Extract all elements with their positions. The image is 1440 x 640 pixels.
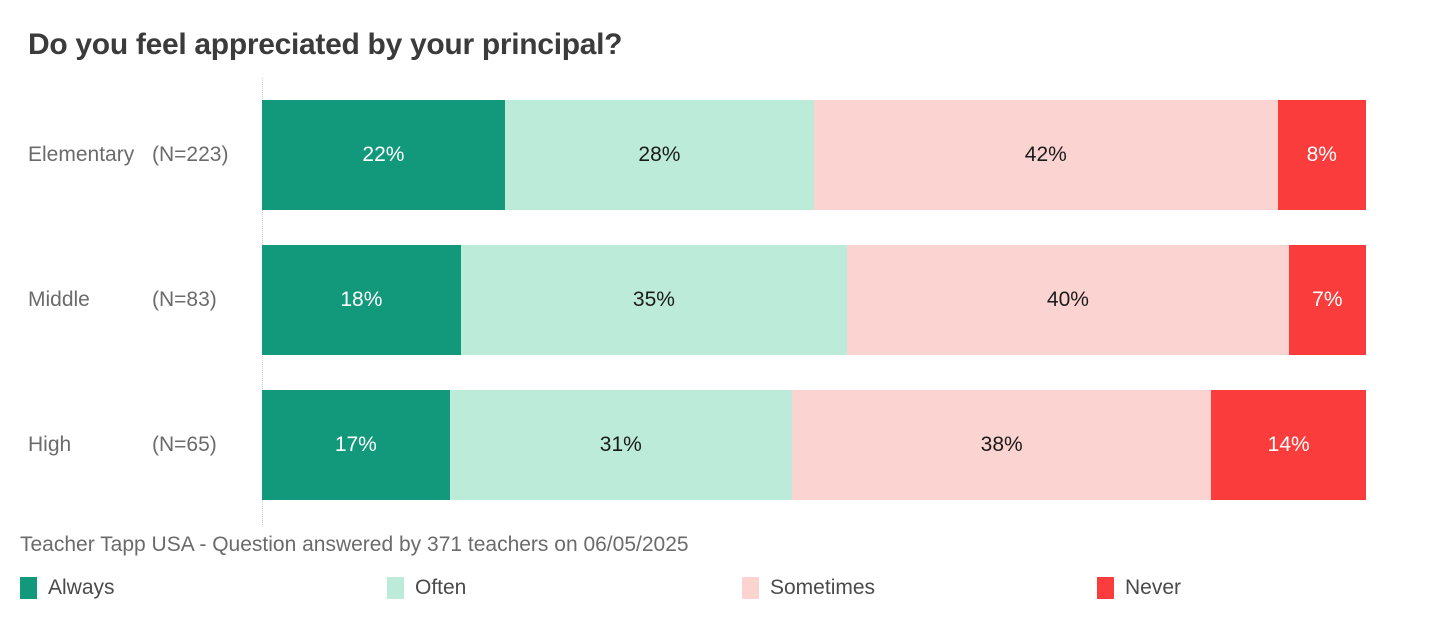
- bar-segment-often: 31%: [449, 390, 792, 500]
- category-label: Middle: [28, 288, 90, 311]
- legend-swatch-never: [1097, 577, 1114, 599]
- legend-swatch-always: [20, 577, 37, 599]
- bar-row-middle: Middle (N=83) 18% 35% 40% 7%: [0, 245, 1440, 355]
- bar-segment-never: 7%: [1288, 245, 1366, 355]
- category-label: Elementary: [28, 143, 135, 166]
- bar-segment-sometimes: 42%: [813, 100, 1278, 210]
- category-label: High: [28, 433, 72, 456]
- bar-segment-sometimes: 40%: [847, 245, 1289, 355]
- bar-segment-never: 14%: [1211, 390, 1366, 500]
- legend-item-always: Always: [20, 576, 115, 600]
- bar-row-high: High (N=65) 17% 31% 38% 14%: [0, 390, 1440, 500]
- legend: Always Often Sometimes Never: [0, 576, 1440, 606]
- category-count: (N=83): [152, 288, 217, 311]
- bar-segment-often: 28%: [504, 100, 814, 210]
- legend-item-sometimes: Sometimes: [742, 576, 875, 600]
- bar-segment-never: 8%: [1277, 100, 1366, 210]
- legend-swatch-often: [387, 577, 404, 599]
- category-count: (N=65): [152, 433, 217, 456]
- bar-row-elementary: Elementary (N=223) 22% 28% 42% 8%: [0, 100, 1440, 210]
- bar-segment-often: 35%: [460, 245, 848, 355]
- legend-label: Sometimes: [770, 576, 876, 599]
- legend-label: Often: [415, 576, 467, 599]
- bar-track: 18% 35% 40% 7%: [262, 245, 1366, 355]
- bar-segment-always: 22%: [262, 100, 505, 210]
- legend-label: Always: [48, 576, 115, 599]
- bar-segment-always: 17%: [262, 390, 450, 500]
- chart-title: Do you feel appreciated by your principa…: [28, 28, 623, 61]
- bar-segment-sometimes: 38%: [791, 390, 1212, 500]
- bar-track: 22% 28% 42% 8%: [262, 100, 1366, 210]
- category-count: (N=223): [152, 143, 229, 166]
- legend-label: Never: [1125, 576, 1182, 599]
- legend-item-never: Never: [1097, 576, 1181, 600]
- bar-track: 17% 31% 38% 14%: [262, 390, 1366, 500]
- legend-swatch-sometimes: [742, 577, 759, 599]
- bar-segment-always: 18%: [262, 245, 461, 355]
- source-note: Teacher Tapp USA - Question answered by …: [20, 533, 689, 556]
- legend-item-often: Often: [387, 576, 466, 600]
